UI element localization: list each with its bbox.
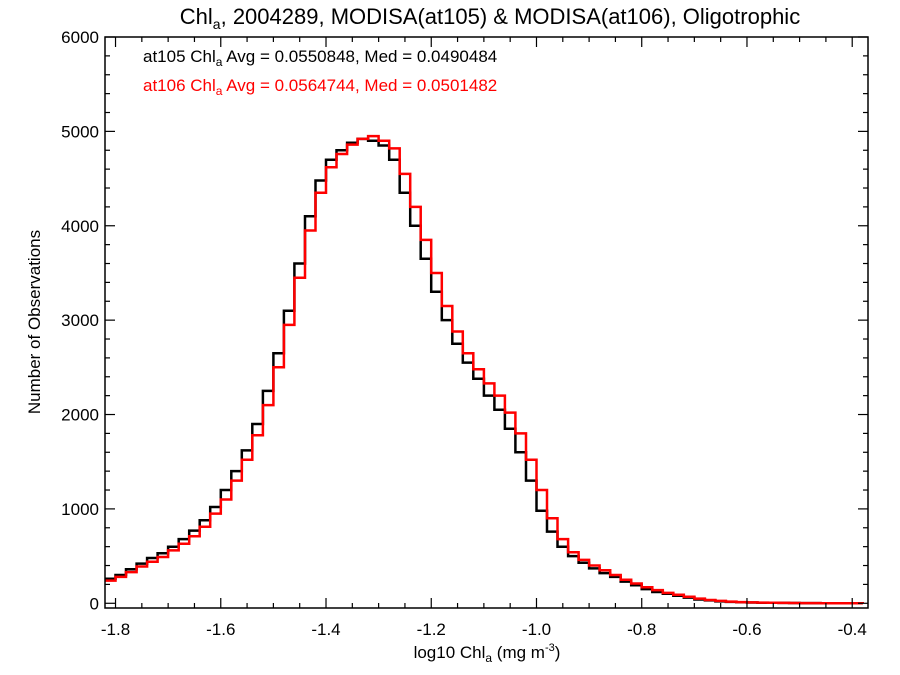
annotation-at106: at106 Chla Avg = 0.0564744, Med = 0.0501… [143, 76, 497, 98]
y-tick-label: 5000 [61, 122, 99, 141]
y-axis: 0 1000 2000 3000 4000 5000 6000 [61, 28, 868, 613]
chart-title: Chla, 2004289, MODISA(at105) & MODISA(at… [180, 4, 800, 32]
x-tick-label: -1.0 [522, 620, 551, 639]
annotation-at105: at105 Chla Avg = 0.0550848, Med = 0.0490… [143, 47, 497, 69]
y-tick-label: 1000 [61, 500, 99, 519]
x-tick-label: -1.4 [311, 620, 340, 639]
y-axis-label: Number of Observations [25, 230, 44, 414]
x-tick-label: -1.8 [101, 620, 130, 639]
x-tick-label: -1.2 [417, 620, 446, 639]
plot-frame [104, 36, 869, 609]
y-tick-label: 0 [90, 594, 99, 613]
x-axis-label: log10 Chla (mg m-3) [414, 642, 561, 665]
y-tick-label: 4000 [61, 217, 99, 236]
y-tick-label: 6000 [61, 28, 99, 47]
y-tick-label: 3000 [61, 311, 99, 330]
x-tick-label: -1.6 [206, 620, 235, 639]
x-tick-label: -0.6 [732, 620, 761, 639]
x-axis: -1.8 -1.6 -1.4 -1.2 -1.0 -0.8 -0.6 -0.4 [101, 37, 867, 639]
x-tick-label: -0.8 [627, 620, 656, 639]
series-layer [105, 134, 864, 605]
x-tick-label: -0.4 [838, 620, 867, 639]
y-tick-label: 2000 [61, 406, 99, 425]
series-line-at106 [105, 134, 864, 605]
